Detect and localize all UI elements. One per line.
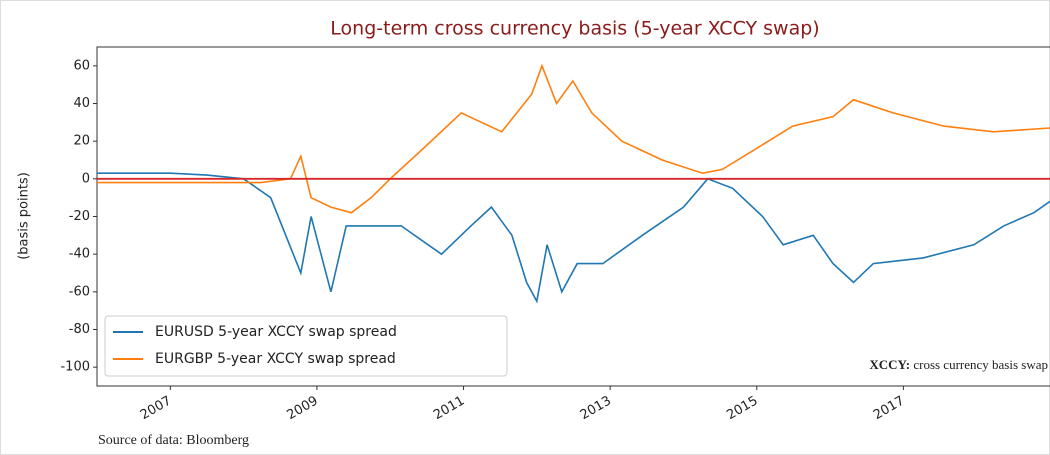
annotation-text: cross currency basis swap xyxy=(913,357,1048,372)
y-tick-label: -100 xyxy=(60,360,90,375)
y-tick-label: 40 xyxy=(73,96,90,111)
legend-label: EURUSD 5-year XCCY swap spread xyxy=(155,324,397,340)
y-axis-label: (basis points) xyxy=(17,172,32,260)
y-tick-label: 60 xyxy=(73,58,90,73)
y-tick-label: -40 xyxy=(69,247,90,262)
series-line xyxy=(97,63,1050,214)
source: Source of data: Bloomberg xyxy=(98,433,249,448)
y-tick-label: 20 xyxy=(73,134,90,149)
y-tick-label: -60 xyxy=(69,284,90,299)
chart-title: Long-term cross currency basis (5-year X… xyxy=(330,18,819,40)
y-tick-label: -80 xyxy=(69,322,90,337)
series-line xyxy=(97,172,1050,304)
annotation: XCCY: cross currency basis swap xyxy=(869,357,1048,372)
plot-area xyxy=(97,63,1050,304)
legend-label: EURGBP 5-year XCCY swap spread xyxy=(155,351,396,367)
legend-box xyxy=(104,315,508,377)
annotation-bold: XCCY: xyxy=(869,357,910,372)
y-tick-label: -20 xyxy=(69,209,90,224)
y-tick-label: 0 xyxy=(82,171,90,186)
